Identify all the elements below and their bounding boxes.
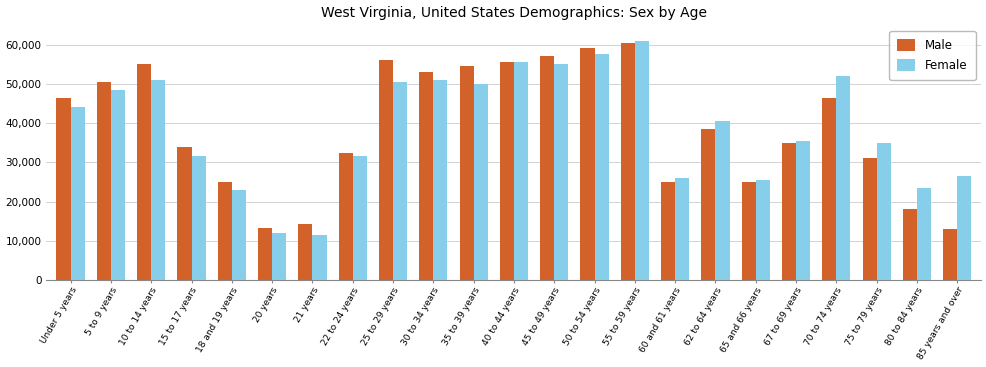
Bar bbox=[459, 66, 473, 280]
Bar bbox=[499, 62, 514, 280]
Bar bbox=[514, 62, 528, 280]
Bar bbox=[177, 147, 191, 280]
Bar bbox=[56, 98, 71, 280]
Bar bbox=[943, 229, 956, 280]
Bar bbox=[473, 84, 487, 280]
Bar bbox=[835, 76, 850, 280]
Bar bbox=[916, 188, 930, 280]
Bar bbox=[298, 224, 313, 280]
Title: West Virginia, United States Demographics: Sex by Age: West Virginia, United States Demographic… bbox=[320, 6, 706, 19]
Bar bbox=[257, 228, 272, 280]
Bar bbox=[661, 182, 674, 280]
Bar bbox=[876, 143, 889, 280]
Bar bbox=[755, 180, 769, 280]
Bar bbox=[554, 64, 568, 280]
Bar bbox=[634, 41, 648, 280]
Bar bbox=[902, 210, 916, 280]
Bar bbox=[956, 176, 970, 280]
Bar bbox=[191, 156, 205, 280]
Bar bbox=[71, 108, 85, 280]
Bar bbox=[862, 159, 876, 280]
Bar bbox=[433, 80, 447, 280]
Bar bbox=[701, 129, 715, 280]
Bar bbox=[821, 98, 835, 280]
Bar bbox=[151, 80, 165, 280]
Bar bbox=[338, 153, 352, 280]
Legend: Male, Female: Male, Female bbox=[888, 31, 974, 80]
Bar bbox=[740, 182, 755, 280]
Bar bbox=[313, 235, 326, 280]
Bar bbox=[97, 82, 110, 280]
Bar bbox=[580, 48, 594, 280]
Bar bbox=[620, 43, 634, 280]
Bar bbox=[781, 143, 796, 280]
Bar bbox=[594, 54, 608, 280]
Bar bbox=[419, 72, 433, 280]
Bar bbox=[218, 182, 232, 280]
Bar bbox=[392, 82, 406, 280]
Bar bbox=[232, 190, 246, 280]
Bar bbox=[715, 121, 729, 280]
Bar bbox=[272, 233, 286, 280]
Bar bbox=[110, 90, 125, 280]
Bar bbox=[539, 56, 554, 280]
Bar bbox=[137, 64, 151, 280]
Bar bbox=[796, 141, 810, 280]
Bar bbox=[379, 60, 392, 280]
Bar bbox=[674, 178, 688, 280]
Bar bbox=[352, 156, 367, 280]
